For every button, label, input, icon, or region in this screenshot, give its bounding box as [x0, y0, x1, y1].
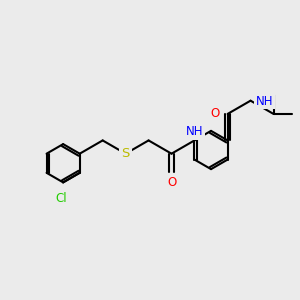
Text: O: O [167, 176, 176, 189]
Text: S: S [122, 147, 130, 160]
Text: NH: NH [256, 95, 273, 108]
Text: NH: NH [186, 125, 204, 138]
Text: O: O [211, 107, 220, 120]
Text: Cl: Cl [56, 192, 68, 205]
